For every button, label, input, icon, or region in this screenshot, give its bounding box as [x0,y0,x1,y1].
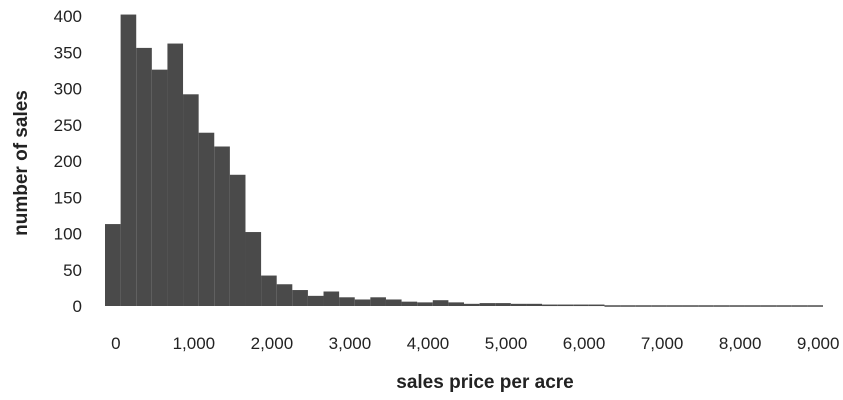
histogram-bar [604,305,620,307]
histogram-bar [355,299,371,306]
histogram-bar [136,48,152,306]
histogram-bar [433,300,449,306]
histogram-bar [573,305,589,307]
y-tick-label: 0 [73,297,82,316]
y-axis-ticks: 0 50 100 150 200 250 300 350 400 [54,7,82,316]
histogram-bar [214,147,230,307]
histogram-bar [277,284,293,306]
y-tick-label: 200 [54,152,82,171]
histogram-bar [183,94,199,306]
histogram-bar [542,305,558,307]
histogram-bar [448,302,464,306]
x-tick-label: 9,000 [797,334,840,353]
y-tick-label: 50 [63,261,82,280]
y-axis-label: number of sales [11,90,32,236]
histogram-bar [261,276,277,306]
histogram-bar [636,305,652,307]
histogram-bar [230,175,246,306]
histogram-bar [667,305,683,307]
histogram-bar [292,290,308,306]
x-tick-label: 2,000 [251,334,294,353]
histogram-bar [464,304,480,306]
y-tick-label: 100 [54,225,82,244]
x-tick-label: 7,000 [641,334,684,353]
histogram-bar [495,303,511,306]
x-tick-label: 0 [111,334,120,353]
histogram-bar [370,297,386,306]
y-tick-label: 300 [54,80,82,99]
x-axis-ticks: 0 1,000 2,000 3,000 4,000 5,000 6,000 7,000 8,00… [111,334,839,353]
histogram-bar [776,305,792,307]
histogram-bar [620,305,636,307]
y-tick-label: 350 [54,43,82,62]
histogram-bar [761,305,777,307]
histogram-bar [526,304,542,306]
histogram-bar [511,304,527,306]
histogram-bar [698,305,714,307]
x-axis-label: sales price per acre [396,372,573,393]
histogram-bar [121,15,137,306]
histogram-bar [152,70,168,306]
histogram-bar [714,305,730,307]
histogram-bar [745,305,761,307]
x-tick-label: 4,000 [407,334,450,353]
histogram-bar [199,133,215,306]
histogram-bar [651,305,667,307]
histogram-bar [386,299,402,306]
x-tick-label: 1,000 [173,334,216,353]
histogram-bar [792,305,808,307]
histogram-bar [807,305,823,307]
histogram-bar [105,224,121,306]
histogram-bar [245,232,261,306]
y-tick-label: 250 [54,116,82,135]
x-tick-label: 5,000 [485,334,528,353]
bars-group [105,15,823,307]
histogram-bar [558,305,574,307]
histogram-bar [729,305,745,307]
histogram-bar [402,302,418,306]
histogram-bar [324,292,340,307]
histogram-bar [589,305,605,307]
histogram-bar [683,305,699,307]
y-tick-label: 400 [54,7,82,26]
x-tick-label: 6,000 [563,334,606,353]
histogram-bar [480,303,496,306]
x-tick-label: 3,000 [329,334,372,353]
histogram-bar [167,44,183,306]
histogram-bar [308,296,324,306]
histogram-bar [339,297,355,306]
y-tick-label: 150 [54,188,82,207]
histogram-bar [417,302,433,306]
x-tick-label: 8,000 [719,334,762,353]
